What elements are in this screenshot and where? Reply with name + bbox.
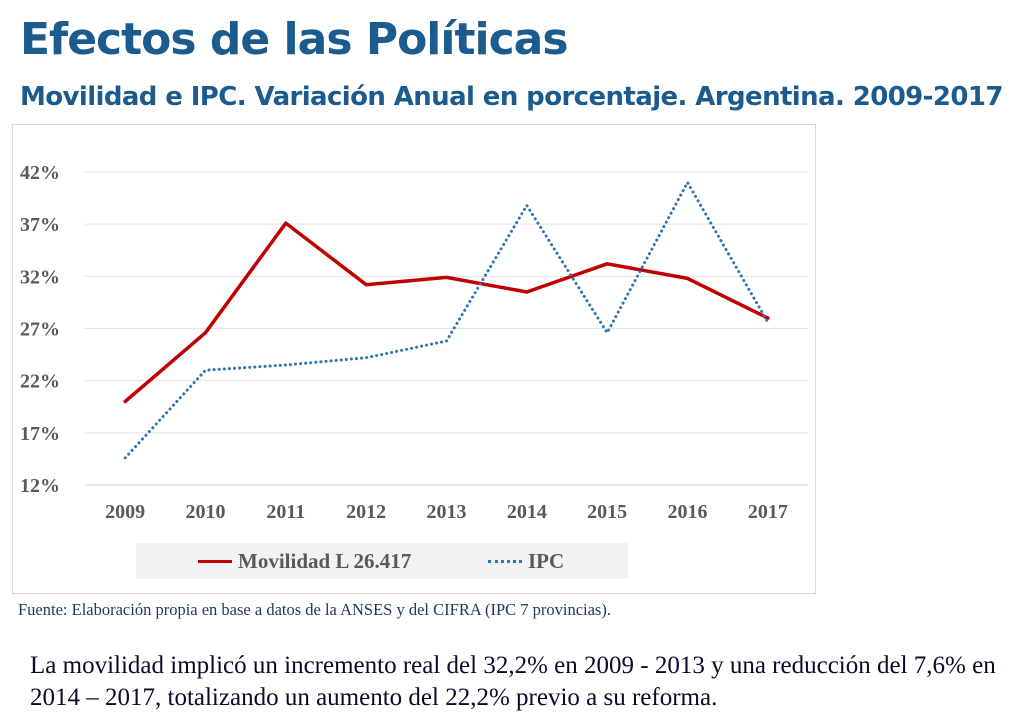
legend-swatch-ipc <box>488 559 522 563</box>
legend-label-ipc: IPC <box>528 548 565 573</box>
x-tick-label: 2017 <box>748 501 788 523</box>
y-tick-label: 32% <box>20 266 60 288</box>
x-tick-label: 2009 <box>105 501 145 523</box>
x-tick-label: 2014 <box>507 501 547 523</box>
y-tick-label: 42% <box>20 162 60 184</box>
x-tick-label: 2013 <box>427 501 467 523</box>
x-tick-label: 2016 <box>668 501 708 523</box>
y-tick-label: 17% <box>20 423 60 445</box>
source-note: Fuente: Elaboración propia en base a dat… <box>18 600 611 619</box>
conclusion-text: La movilidad implicó un incremento real … <box>30 652 996 711</box>
x-tick-label: 2011 <box>266 501 305 523</box>
line-chart: 12% 17% 22% 27% 32% 37% 42% 2009 2010 2011 2012 201… <box>20 162 808 523</box>
series-line-ipc <box>123 180 770 460</box>
page-title: Efectos de las Políticas <box>20 14 569 65</box>
legend-swatch-movilidad <box>198 559 232 563</box>
series-line-movilidad <box>123 221 770 404</box>
legend-label-movilidad: Movilidad L 26.417 <box>238 548 412 573</box>
page-subtitle: Movilidad e IPC. Variación Anual en porc… <box>20 82 1003 112</box>
y-tick-label: 22% <box>20 371 60 393</box>
y-tick-label: 37% <box>20 214 60 236</box>
y-tick-label: 27% <box>20 319 60 341</box>
legend-item-ipc: IPC <box>488 543 564 579</box>
chart-area <box>12 124 816 594</box>
chart-legend: Movilidad L 26.417 IPC <box>136 543 628 579</box>
x-tick-label: 2012 <box>346 501 386 523</box>
legend-item-movilidad: Movilidad L 26.417 <box>198 543 411 579</box>
x-tick-label: 2015 <box>587 501 627 523</box>
x-tick-label: 2010 <box>186 501 226 523</box>
y-tick-label: 12% <box>20 475 60 497</box>
